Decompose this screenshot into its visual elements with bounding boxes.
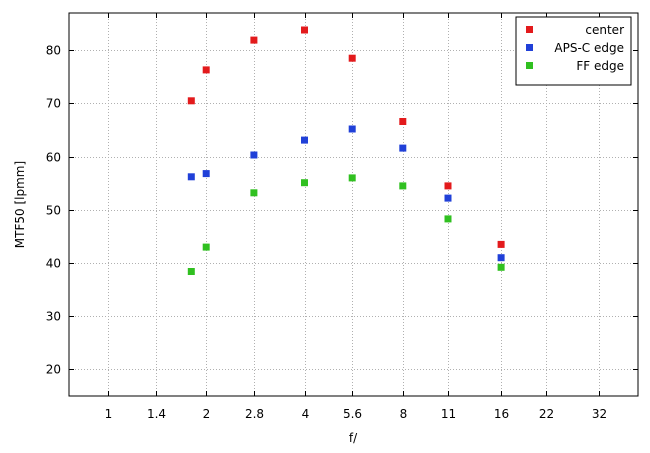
data-point-center [301,26,308,34]
data-point-center [444,182,452,190]
legend-swatch [526,44,533,51]
legend-swatch [526,62,533,69]
x-tick-label: 2.8 [245,407,264,421]
data-point-center [250,36,258,44]
data-points [187,26,505,275]
data-point-ff-edge [348,174,356,182]
data-point-center [202,66,210,74]
data-point-aps-c-edge [444,194,452,202]
data-point-ff-edge [497,263,505,271]
y-tick-label: 40 [46,257,61,271]
legend-box [515,16,632,86]
data-point-center [399,118,407,125]
data-point-ff-edge [202,243,210,251]
legend-label: center [585,23,624,37]
data-point-aps-c-edge [399,144,407,152]
x-tick-label: 32 [592,407,607,421]
x-tick-label: 2 [203,407,211,421]
x-tick-label: 1.4 [147,407,166,421]
y-tick-label: 80 [46,44,61,58]
x-tick-label: 4 [302,407,310,421]
y-tick-label: 20 [46,363,61,377]
legend: center APS-C edge FF edge [515,16,632,86]
data-point-ff-edge [301,179,308,187]
x-tick-label: 22 [539,407,554,421]
legend-label: APS-C edge [554,41,624,55]
x-tick-label: 16 [494,407,509,421]
data-point-aps-c-edge [348,125,356,133]
x-tick-label: 1 [105,407,113,421]
y-tick-label: 30 [46,310,61,324]
data-point-aps-c-edge [497,254,505,262]
data-point-aps-c-edge [301,136,308,144]
y-axis-title: MTF50 [lpmm] [13,161,27,248]
data-point-aps-c-edge [187,173,195,181]
x-axis-title: f/ [349,431,358,445]
data-point-aps-c-edge [202,170,210,178]
data-point-center [497,240,505,248]
axis-ticks: 1 1.4 2 2.8 4 5.6 8 11 16 22 32 20 30 40 50 60 70 80 [46,13,638,421]
y-tick-label: 60 [46,151,61,165]
data-point-aps-c-edge [250,151,258,159]
x-tick-label: 11 [441,407,456,421]
data-point-ff-edge [444,215,452,223]
data-point-ff-edge [187,268,195,275]
data-point-center [187,97,195,105]
x-tick-label: 5.6 [343,407,362,421]
y-tick-label: 70 [46,97,61,111]
x-tick-label: 8 [400,407,408,421]
data-point-ff-edge [399,182,407,190]
y-tick-label: 50 [46,204,61,218]
legend-swatch [526,26,533,33]
legend-label: FF edge [576,59,624,73]
data-point-ff-edge [250,189,258,197]
data-point-center [348,54,356,62]
